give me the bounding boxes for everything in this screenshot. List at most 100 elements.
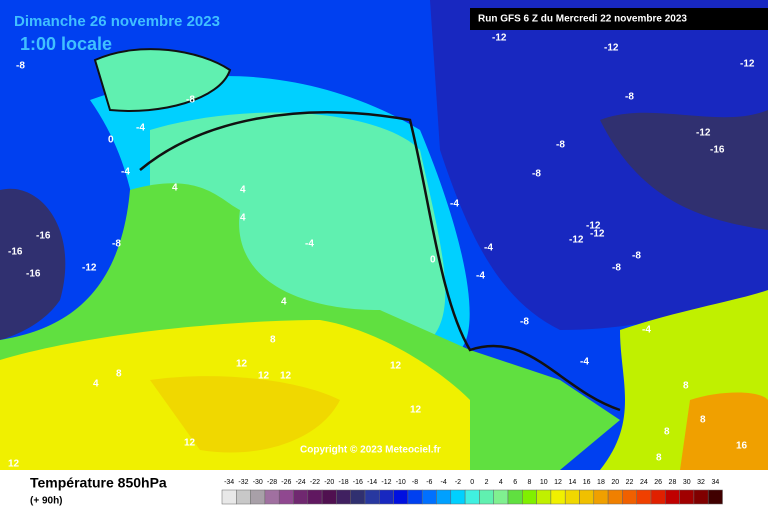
isotherm-label: -4 [136, 123, 145, 134]
legend-tick-label: 24 [640, 479, 648, 486]
isotherm-label: 12 [184, 438, 196, 449]
legend-tick-label: -12 [381, 479, 391, 486]
isotherm-label: -12 [604, 43, 619, 54]
isotherm-label: -4 [580, 357, 589, 368]
footer-subtitle: (+ 90h) [30, 496, 63, 507]
map-labels: -8-12-12-8-12-8-8-12-16-12-12-8-8-4-4-4-… [8, 33, 755, 470]
run-box [470, 8, 768, 30]
legend-swatch [278, 489, 294, 505]
copyright: Copyright © 2023 Meteociel.fr [300, 445, 441, 456]
legend-tick-label: 10 [540, 479, 548, 486]
legend-swatch [607, 489, 623, 505]
isotherm-label: 12 [280, 371, 292, 382]
legend-tick-label: -8 [412, 479, 418, 486]
isotherm-label: -8 [612, 263, 621, 274]
legend-tick-label: -4 [441, 479, 447, 486]
very-cold [600, 110, 768, 230]
date: Dimanche 26 novembre 2023 [14, 13, 220, 30]
very-cold-west [0, 188, 66, 340]
isotherm-label: 12 [410, 405, 422, 416]
legend-tick-label: 28 [669, 479, 677, 486]
legend-tick-label: -20 [324, 479, 334, 486]
legend-tick-label: 22 [626, 479, 634, 486]
warmer-zone [150, 376, 340, 453]
zero-isotherm [139, 111, 621, 412]
isotherm-label: -12 [740, 59, 755, 70]
isotherm-label: -16 [710, 145, 725, 156]
isotherm-label: -8 [632, 251, 641, 262]
isotherm-label: 16 [736, 441, 748, 452]
isotherm-label: -4 [476, 271, 485, 282]
legend-tick-label: 2 [485, 479, 489, 486]
isotherm-label: -4 [450, 199, 459, 210]
legend-swatch [564, 489, 580, 505]
legend-tick-label: 0 [470, 479, 474, 486]
legend-swatch [579, 489, 595, 505]
legend-tick-label: 14 [568, 479, 576, 486]
legend-tick-label: 16 [583, 479, 591, 486]
isotherm-label: -12 [590, 229, 605, 240]
isotherm-label: 8 [700, 415, 706, 426]
isotherm-label: 4 [172, 183, 178, 194]
legend-tick-label: 34 [711, 479, 719, 486]
legend-tick-label: 26 [654, 479, 662, 486]
isotherm-label: -12 [569, 235, 584, 246]
legend-swatch [436, 489, 452, 505]
legend-tick-label: 18 [597, 479, 605, 486]
legend-swatch [493, 489, 509, 505]
isotherm-label: -16 [8, 247, 23, 258]
isotherm-label: 8 [270, 335, 276, 346]
legend-tick-label: -2 [455, 479, 461, 486]
isotherm-label: -16 [26, 269, 41, 280]
legend-swatch [307, 489, 323, 505]
legend-swatch [593, 489, 609, 505]
legend-swatch [536, 489, 552, 505]
legend-swatch [522, 489, 537, 505]
isotherm-label: 4 [240, 213, 246, 224]
legend-tick-label: -34 [224, 479, 234, 486]
legend-tick-label: -32 [238, 479, 248, 486]
south-east-warm [680, 392, 768, 470]
isotherm-label: -8 [556, 140, 565, 151]
legend-tick-label: -18 [338, 479, 348, 486]
isotherm-label: 12 [390, 361, 402, 372]
legend-tick-label: -10 [396, 479, 406, 486]
legend-swatch [221, 489, 237, 505]
legend-swatch [450, 489, 466, 505]
legend-tick-label: -24 [296, 479, 306, 486]
legend-tick-label: -26 [281, 479, 291, 486]
legend-tick-label: -28 [267, 479, 277, 486]
isotherm-label: -4 [484, 243, 493, 254]
legend-tick-label: 12 [554, 479, 562, 486]
isotherm-label: -12 [586, 221, 601, 232]
legend-tick-label: 20 [611, 479, 619, 486]
isotherm-label: -4 [642, 325, 651, 336]
legend-tick-label: 6 [513, 479, 517, 486]
isotherm-label: -8 [186, 95, 195, 106]
isotherm-label: 8 [664, 427, 670, 438]
isotherm-label: 4 [93, 379, 99, 390]
isotherm-label: 0 [108, 135, 114, 146]
footer-title: Température 850hPa [30, 475, 167, 491]
legend-swatch [336, 489, 351, 505]
legend-swatch [393, 489, 409, 505]
legend-swatch [707, 489, 723, 505]
legend-tick-label: -30 [253, 479, 263, 486]
legend-swatch [421, 489, 437, 505]
legend-swatch [236, 489, 251, 505]
cold-air [430, 0, 768, 330]
isotherm-label: 0 [430, 255, 436, 266]
legend-tick-label: -14 [367, 479, 377, 486]
legend-tick-label: 30 [683, 479, 691, 486]
isotherm-label: 4 [281, 297, 287, 308]
legend-tick-label: -6 [426, 479, 432, 486]
isotherm-label: -12 [696, 128, 711, 139]
legend-swatch [679, 489, 695, 505]
legend-tick-label: 4 [499, 479, 503, 486]
legend-swatch [550, 489, 566, 505]
legend-tick-label: -16 [353, 479, 363, 486]
map [0, 0, 768, 471]
legend-swatch [364, 489, 380, 505]
legend: -34 -32 -30 -28 -26 -24 -22 -20 -18 -16 -14 -12 -10-… [221, 479, 723, 505]
